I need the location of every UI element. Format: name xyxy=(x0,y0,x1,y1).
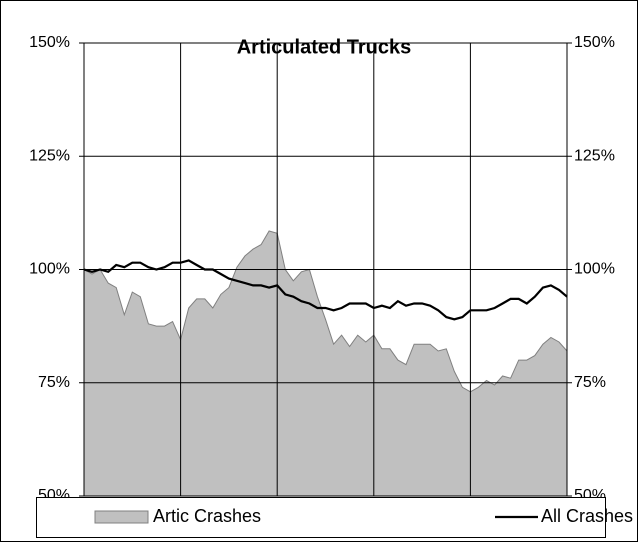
legend-label: Artic Crashes xyxy=(153,506,261,526)
plot-area xyxy=(83,42,568,497)
chart-title: Articulated Trucks xyxy=(237,36,412,58)
legend-label: All Crashes xyxy=(541,506,633,526)
vertical-grid xyxy=(180,43,471,496)
legend: Artic Crashes All Crashes xyxy=(36,497,633,538)
legend-swatch xyxy=(94,510,149,524)
y2-tick-label: 75% xyxy=(574,374,606,391)
y2-tick-label: 150% xyxy=(574,34,615,51)
y-tick-label: 75% xyxy=(38,374,70,391)
y2-tick-label: 125% xyxy=(574,147,615,164)
y2-tick-label: 100% xyxy=(574,261,615,278)
area xyxy=(83,230,568,497)
plot-border xyxy=(83,42,568,497)
line xyxy=(83,259,568,321)
y-tick-label: 150% xyxy=(29,34,70,51)
y-tick-label: 100% xyxy=(29,261,70,278)
y-tick-label: 125% xyxy=(29,147,70,164)
